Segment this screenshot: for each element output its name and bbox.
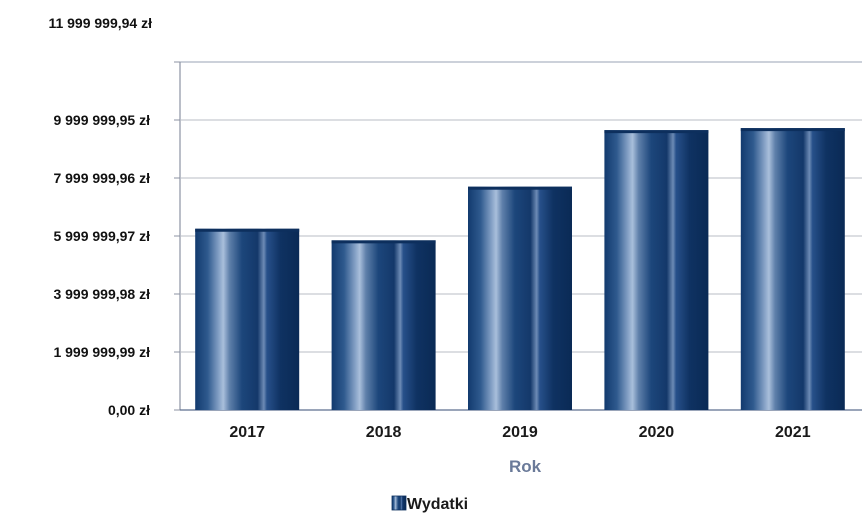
y-tick-label: 5 999 999,97 zł — [53, 228, 150, 244]
bar-top-edge — [740, 128, 845, 132]
legend-swatch-border — [391, 495, 407, 511]
legend-swatch — [391, 495, 407, 511]
bar-body — [331, 240, 436, 410]
x-tick-label-2020: 2020 — [639, 424, 675, 441]
bar-2020 — [604, 130, 709, 410]
x-tick-label-2019: 2019 — [502, 424, 538, 441]
legend-swatch-fill — [392, 496, 406, 510]
bar-body — [604, 130, 709, 410]
bar-top-edge — [195, 228, 300, 232]
bars — [195, 128, 845, 410]
y-tick-label: 0,00 zł — [108, 402, 150, 418]
y-tick-label: 7 999 999,96 zł — [53, 170, 150, 186]
bar-2017 — [195, 228, 300, 410]
bar-2018 — [331, 240, 436, 410]
legend: Wydatki — [391, 495, 468, 513]
x-axis-label: Rok — [509, 457, 542, 476]
y-tick-label: 3 999 999,98 zł — [53, 286, 150, 302]
y-axis-ticks: 0,00 zł 1 999 999,99 zł 3 999 999,98 zł 5 9… — [48, 15, 180, 418]
bar-top-edge — [331, 240, 436, 244]
x-axis-ticks: 2017 2018 2019 2020 2021 — [229, 424, 810, 441]
bar-body — [740, 128, 845, 410]
bar-top-edge — [468, 186, 572, 190]
y-tick-label: 1 999 999,99 zł — [53, 344, 150, 360]
legend-label-wydatki: Wydatki — [407, 496, 468, 513]
bar-body — [195, 228, 300, 410]
x-tick-label-2018: 2018 — [366, 424, 402, 441]
bar-2021 — [740, 128, 845, 410]
bar-2019 — [468, 186, 572, 410]
bar-top-edge — [604, 130, 709, 134]
x-tick-label-2017: 2017 — [229, 424, 265, 441]
y-tick-label: 11 999 999,94 zł — [48, 15, 152, 31]
x-tick-label-2021: 2021 — [775, 424, 811, 441]
bar-body — [468, 186, 572, 410]
y-tick-label: 9 999 999,95 zł — [53, 112, 150, 128]
